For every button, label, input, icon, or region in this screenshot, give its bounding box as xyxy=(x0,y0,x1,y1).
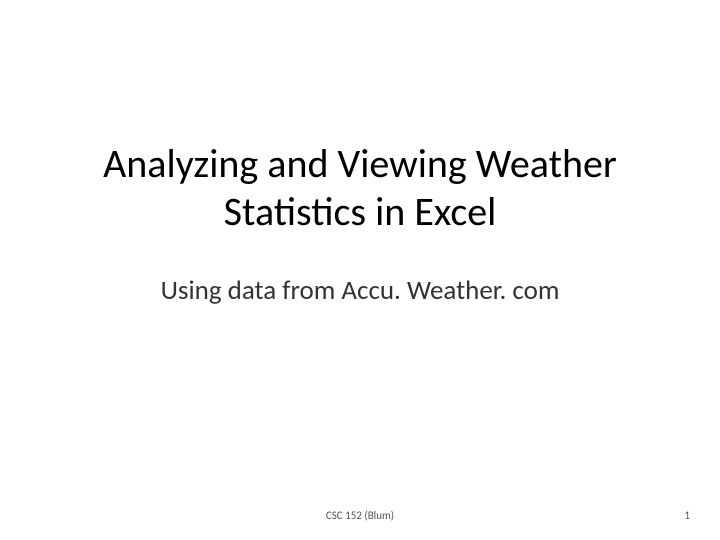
slide-title: Analyzing and Viewing Weather Statistics… xyxy=(0,140,720,236)
slide-container: Analyzing and Viewing Weather Statistics… xyxy=(0,0,720,540)
slide-footer: CSC 152 (Blum) xyxy=(0,509,720,522)
page-number: 1 xyxy=(684,509,690,522)
footer-text: CSC 152 (Blum) xyxy=(326,509,394,522)
slide-subtitle: Using data from Accu. Weather. com xyxy=(161,274,560,307)
